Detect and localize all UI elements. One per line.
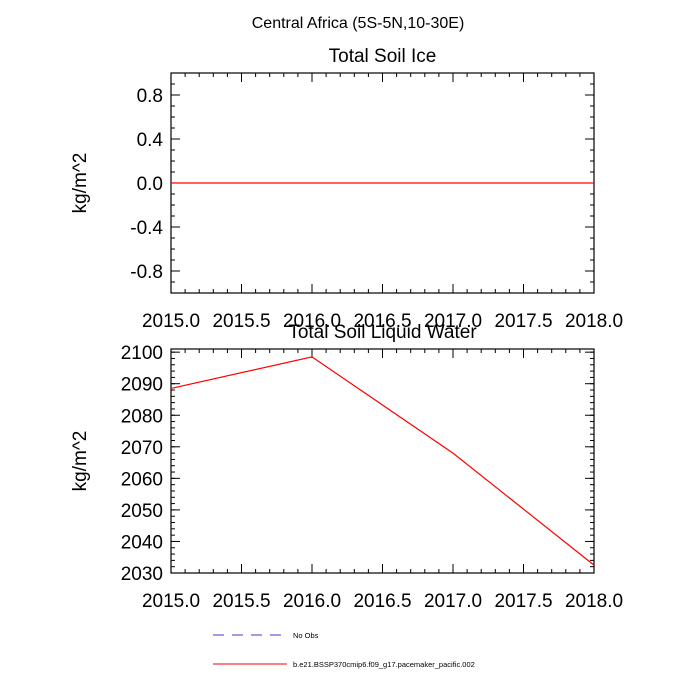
legend-label: b.e21.BSSP370cmip6.f09_g17.pacemaker_pac…	[293, 660, 475, 669]
legend-item: No Obs	[213, 631, 319, 640]
y-tick-label: 2070	[121, 438, 163, 459]
x-tick-label: 2016.5	[353, 591, 411, 612]
series-line	[170, 356, 595, 566]
x-tick-label: 2016.0	[283, 591, 341, 612]
y-tick-label: 0.8	[137, 86, 163, 107]
x-tick-label: 2018.0	[565, 311, 623, 332]
legend-item: b.e21.BSSP370cmip6.f09_g17.pacemaker_pac…	[213, 660, 475, 669]
x-tick-label: 2017.0	[424, 311, 482, 332]
x-tick-label: 2016.0	[283, 311, 341, 332]
y-tick-label: 2030	[121, 564, 163, 585]
y-tick-label: 2100	[121, 343, 163, 364]
y-tick-label: -0.8	[130, 262, 163, 283]
legend-label: No Obs	[293, 631, 319, 640]
x-tick-label: 2017.0	[424, 591, 482, 612]
x-tick-label: 2015.0	[142, 591, 200, 612]
y-tick-label: 2040	[121, 532, 163, 553]
y-axis-label: kg/m^2	[70, 431, 91, 492]
figure-title: Central Africa (5S-5N,10-30E)	[252, 15, 465, 32]
y-tick-label: 2060	[121, 469, 163, 490]
plot-frame	[170, 348, 595, 574]
y-axis-label: kg/m^2	[70, 153, 91, 214]
y-tick-label: 0.0	[137, 174, 163, 195]
y-tick-label: 0.4	[137, 130, 164, 151]
panel-2: Total Soil Liquid Water 2015.0 2015.5 2016.…	[70, 322, 623, 612]
x-tick-label: 2015.5	[212, 591, 270, 612]
panel-title: Total Soil Ice	[329, 46, 437, 67]
panel-1: Total Soil Ice 2015.0 2015.5 2016.0 2016.5 20…	[70, 46, 623, 332]
y-tick-label: 2080	[121, 406, 163, 427]
x-tick-label: 2018.0	[565, 591, 623, 612]
y-tick-label: 2090	[121, 375, 163, 396]
y-tick-label: -0.4	[130, 218, 163, 239]
x-tick-label: 2016.5	[353, 311, 411, 332]
legend: No Obs b.e21.BSSP370cmip6.f09_g17.pacemak…	[213, 631, 475, 669]
x-tick-label: 2017.5	[494, 591, 552, 612]
x-tick-label: 2015.0	[142, 311, 200, 332]
panel-title: Total Soil Liquid Water	[288, 322, 477, 343]
x-tick-label: 2015.5	[212, 311, 270, 332]
x-tick-label: 2017.5	[494, 311, 552, 332]
y-tick-label: 2050	[121, 501, 163, 522]
